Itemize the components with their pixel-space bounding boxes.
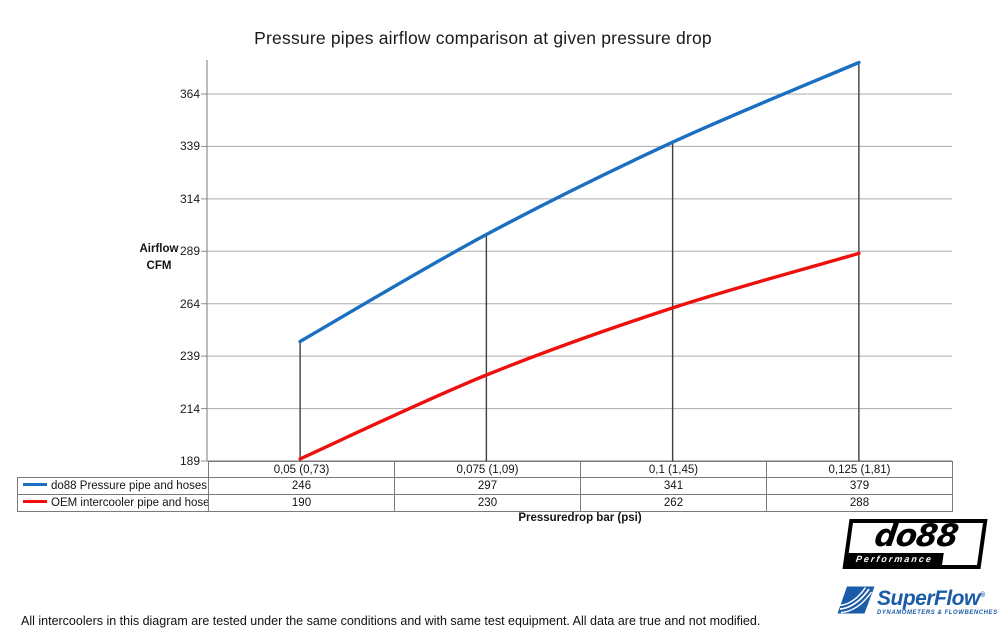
- y-tick-label: 289: [179, 244, 200, 259]
- superflow-logo-subtext: DYNAMOMETERS & FLOWBENCHES: [877, 610, 998, 616]
- value-cell: 230: [394, 494, 581, 512]
- y-tick-label: 314: [179, 191, 200, 206]
- y-tick-label: 239: [179, 349, 200, 364]
- footer-note: All intercoolers in this diagram are tes…: [21, 614, 761, 628]
- y-tick-label: 214: [179, 401, 200, 416]
- x-category-label: 0,1 (1,45): [580, 461, 767, 478]
- y-tick-label: 264: [179, 296, 200, 311]
- table-header-row: 0,05 (0,73) 0,075 (1,09) 0,1 (1,45) 0,125 (…: [18, 461, 953, 478]
- y-tick-label: 364: [179, 87, 200, 101]
- superflow-icon: [837, 586, 875, 614]
- y-tick-label: 339: [179, 139, 200, 154]
- superflow-logo-textblock: SuperFlow® DYNAMOMETERS & FLOWBENCHES: [877, 586, 998, 616]
- chart-title: Pressure pipes airflow comparison at giv…: [254, 28, 712, 48]
- legend-series-name: OEM intercooler pipe and hoses: [51, 497, 209, 509]
- do88-logo-subtext: Performance: [855, 554, 934, 564]
- y-axis-label-line1: Airflow: [139, 243, 179, 255]
- y-tick-label: 189: [179, 454, 200, 468]
- value-cell: 297: [394, 477, 581, 495]
- superflow-wordmark: SuperFlow: [877, 587, 980, 610]
- x-category-label: 0,075 (1,09): [394, 461, 581, 478]
- y-axis-label-line2: CFM: [146, 260, 172, 273]
- series-line: [298, 60, 861, 344]
- series-line: [298, 251, 861, 461]
- do88-logo: do88 Performance: [842, 518, 988, 569]
- value-cell: 288: [766, 494, 953, 512]
- do88-logo-performance-bar: Performance: [845, 553, 944, 566]
- data-table: 0,05 (0,73) 0,075 (1,09) 0,1 (1,45) 0,125 (…: [17, 461, 953, 512]
- superflow-logo: SuperFlow® DYNAMOMETERS & FLOWBENCHES: [837, 586, 998, 616]
- do88-logo-box: do88 Performance: [842, 518, 988, 569]
- legend-series-name: do88 Pressure pipe and hoses (PP-03): [51, 480, 208, 492]
- superflow-logo-text: SuperFlow®: [877, 586, 998, 609]
- do88-logo-text: do88: [872, 518, 960, 554]
- x-category-label: 0,125 (1,81): [766, 461, 953, 478]
- y-axis-label: Airflow CFM: [126, 241, 192, 276]
- legend-line-swatch: [23, 483, 47, 487]
- x-axis-label: Pressuredrop bar (psi): [518, 512, 642, 524]
- table-row: do88 Pressure pipe and hoses (PP-03)2462…: [17, 477, 953, 495]
- legend-cell: do88 Pressure pipe and hoses (PP-03): [17, 477, 209, 495]
- superflow-trademark: ®: [979, 592, 985, 599]
- value-cell: 379: [766, 477, 953, 495]
- table-blank-cell: [18, 462, 209, 478]
- value-cell: 190: [208, 494, 395, 512]
- value-cell: 262: [580, 494, 767, 512]
- value-cell: 341: [580, 477, 767, 495]
- legend-line-swatch: [23, 500, 47, 504]
- value-cell: 246: [208, 477, 395, 495]
- table-row: OEM intercooler pipe and hoses 190 230 262 2…: [17, 494, 953, 512]
- x-category-label: 0,05 (0,73): [208, 461, 395, 478]
- legend-cell: OEM intercooler pipe and hoses: [17, 494, 209, 512]
